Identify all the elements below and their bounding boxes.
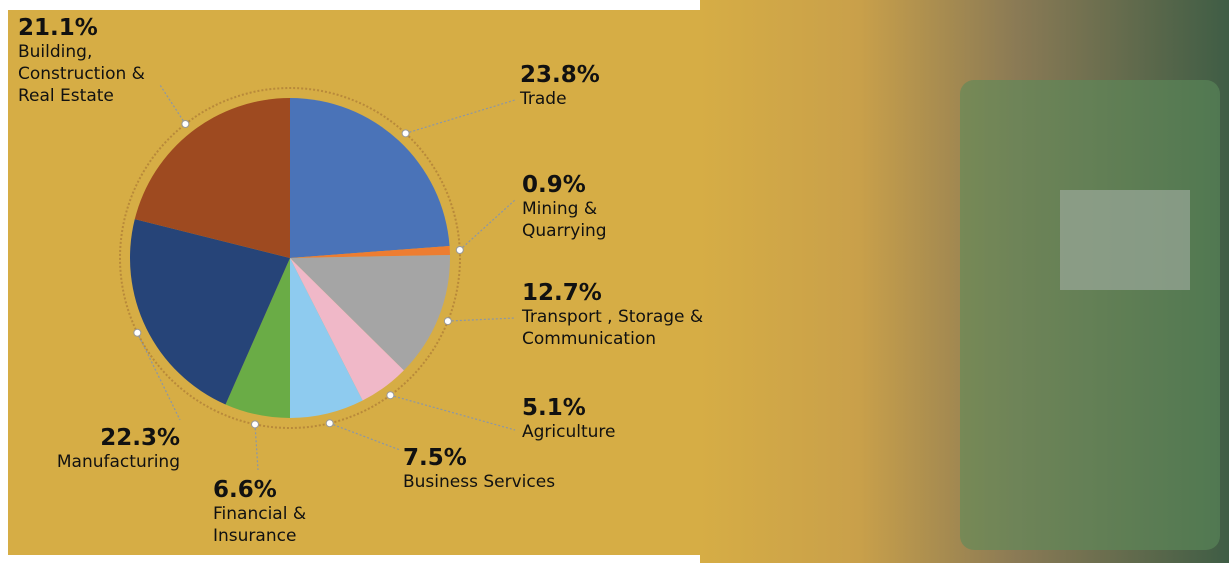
slice-label: 5.1%Agriculture [522,395,672,443]
category-label: Manufacturing [10,451,180,473]
category-label: Business Services [403,471,593,493]
value-label: 12.7% [522,280,732,306]
connector-dot [326,420,333,427]
value-label: 6.6% [213,477,343,503]
connector-dot [444,318,451,325]
atm-screen [1060,190,1190,290]
value-label: 21.1% [18,15,178,41]
connector-dot [387,392,394,399]
atm [960,80,1220,550]
value-label: 7.5% [403,445,593,471]
value-label: 23.8% [520,62,720,88]
slice-label: 23.8%Trade [520,62,720,110]
slice-label: 22.3%Manufacturing [10,425,180,473]
category-label: Transport , Storage & Communication [522,306,732,350]
value-label: 0.9% [522,172,652,198]
category-label: Agriculture [522,421,672,443]
slice-label: 7.5%Business Services [403,445,593,493]
slice-label: 21.1%Building, Construction & Real Estat… [18,15,178,107]
slice-label: 6.6%Financial & Insurance [213,477,343,547]
slice-label: 12.7%Transport , Storage & Communication [522,280,732,350]
category-label: Mining & Quarrying [522,198,652,242]
category-label: Building, Construction & Real Estate [18,41,178,107]
connector-dot [182,121,189,128]
connector-dot [252,421,259,428]
category-label: Financial & Insurance [213,503,343,547]
infographic: 23.8%Trade0.9%Mining & Quarrying12.7%Tra… [0,0,1229,563]
connector-dot [402,130,409,137]
category-label: Trade [520,88,720,110]
value-label: 5.1% [522,395,672,421]
connector-dot [134,329,141,336]
connector-dot [456,246,463,253]
value-label: 22.3% [10,425,180,451]
slice-label: 0.9%Mining & Quarrying [522,172,652,242]
